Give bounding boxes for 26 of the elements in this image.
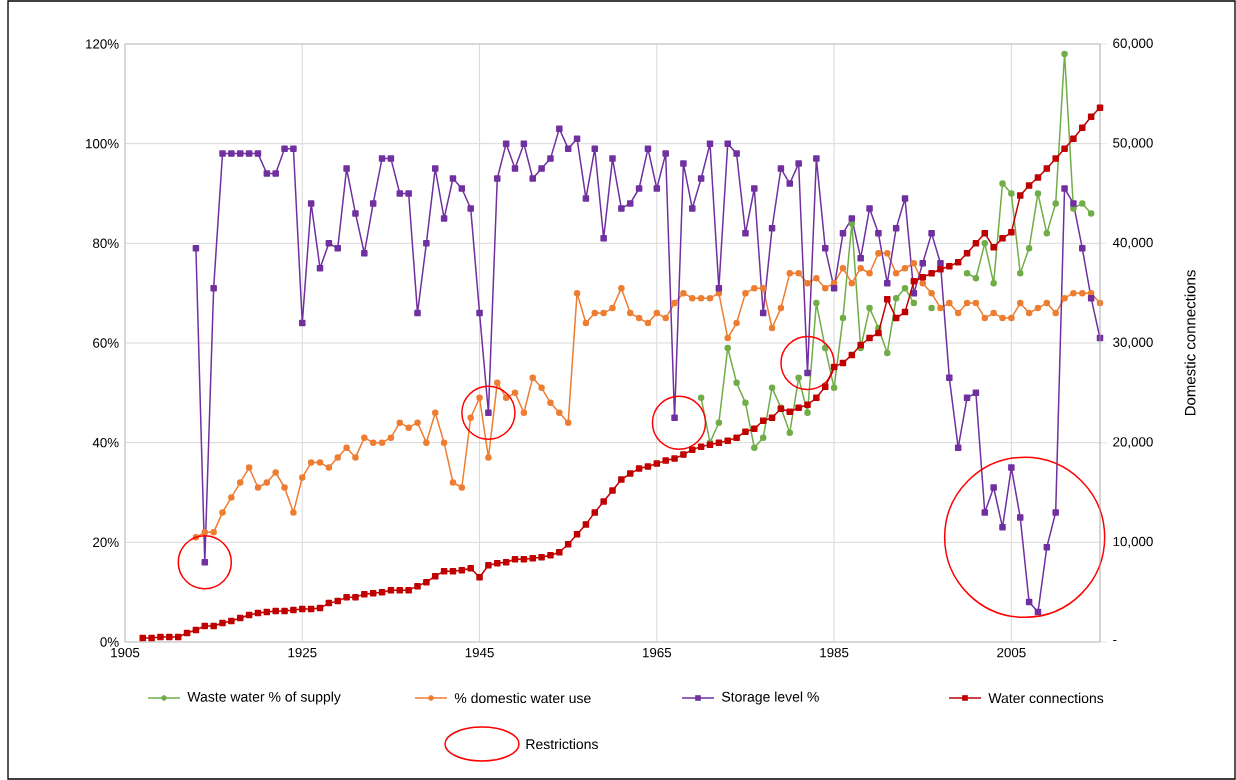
y2-tick-label: 50,000 — [1113, 138, 1153, 150]
y2-tick-label: 40,000 — [1112, 237, 1153, 249]
x-tick-label: 1945 — [465, 647, 494, 658]
legend-label: Storage level % — [721, 691, 819, 705]
x-tick-label: 1905 — [111, 647, 140, 658]
y-tick-label: 0% — [100, 637, 119, 647]
y-tick-label: 60% — [93, 338, 119, 348]
y2-tick-label: 30,000 — [1113, 337, 1153, 349]
y-tick-label: 80% — [93, 238, 119, 249]
legend-label: Waste water % of supply — [187, 691, 341, 705]
y2-tick-label: - — [1113, 639, 1117, 641]
x-tick-label: 1965 — [643, 647, 672, 658]
y2-tick-label: 60,000 — [1113, 38, 1153, 50]
y2-tick-label: 20,000 — [1113, 437, 1153, 449]
y-tick-label: 120% — [86, 39, 119, 49]
y-tick-label: 20% — [93, 537, 119, 548]
legend-label: Water connections — [988, 692, 1104, 704]
x-tick-label: 2005 — [997, 647, 1026, 658]
y2-axis-title: Domestic connections — [1184, 270, 1196, 416]
x-tick-label: 1925 — [288, 647, 317, 658]
legend-label: Restrictions — [526, 738, 598, 750]
x-tick-label: 1985 — [820, 647, 849, 658]
y2-tick-label: 10,000 — [1113, 536, 1153, 548]
y-tick-label: 40% — [92, 437, 119, 448]
y-tick-label: 100% — [86, 138, 119, 149]
legend-label: % domestic water use — [454, 692, 591, 704]
